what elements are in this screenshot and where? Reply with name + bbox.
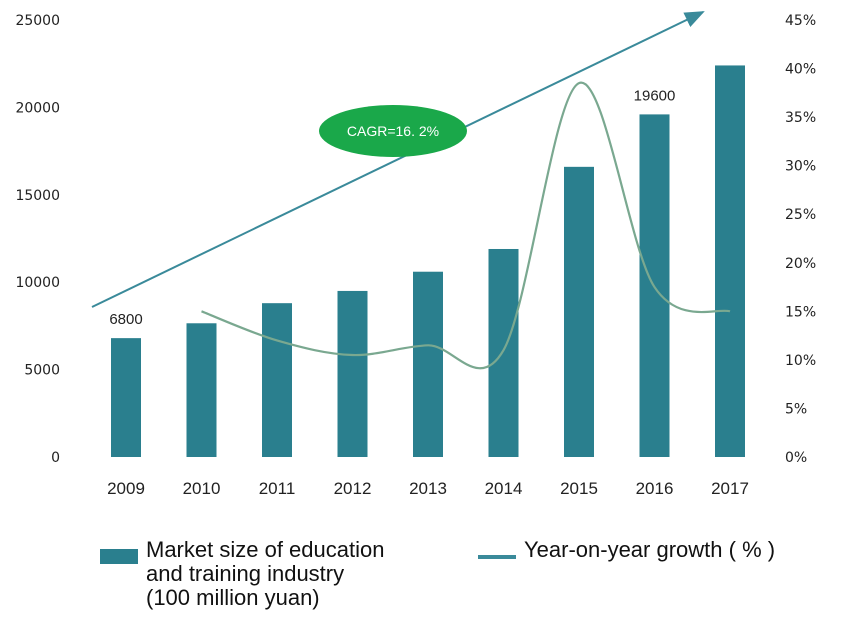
left-tick-label: 20000 [15, 100, 60, 116]
legend-label-line-3: (100 million yuan) [146, 585, 320, 610]
legend-label-line-2: and training industry [146, 561, 345, 586]
bar-2017 [715, 65, 745, 457]
chart: 0 5000 10000 15000 20000 25000 0% 5% 10% 15% 20% 2… [15, 11, 816, 498]
x-tick-label: 2013 [409, 479, 447, 498]
right-tick-label: 45% [785, 13, 816, 29]
legend-label-market-size: Market size of education and training in… [146, 538, 384, 610]
legend-bar-swatch [100, 549, 138, 564]
data-labels: 6800 19600 [109, 87, 675, 328]
left-tick-label: 0 [51, 450, 60, 466]
right-tick-label: 35% [785, 110, 816, 126]
right-tick-label: 30% [785, 159, 816, 175]
cagr-label: CAGR=16. 2% [347, 123, 439, 139]
left-tick-label: 25000 [15, 13, 60, 29]
x-tick-label: 2010 [183, 479, 221, 498]
left-tick-label: 5000 [24, 363, 60, 379]
bar-2013 [413, 271, 443, 457]
bar-2015 [564, 166, 594, 457]
x-tick-label: 2015 [560, 479, 598, 498]
legend-line-swatch [478, 555, 516, 559]
legend-label-line-1: Market size of education [146, 537, 385, 562]
growth-line [201, 81, 731, 370]
left-tick-label: 10000 [15, 275, 60, 291]
x-axis: 2009 2010 2011 2012 2013 2014 2015 2016 2017 [107, 479, 749, 498]
x-tick-label: 2016 [636, 479, 674, 498]
right-tick-label: 40% [785, 62, 816, 78]
right-axis: 0% 5% 10% 15% 20% 25% 30% 35% 40% 45% [785, 13, 816, 466]
bar-2012 [337, 290, 368, 457]
legend-label-growth: Year-on-year growth ( % ) [524, 537, 776, 562]
data-label-2016: 19600 [634, 87, 676, 104]
cagr-annotation: CAGR=16. 2% [319, 105, 467, 157]
right-tick-label: 10% [785, 353, 816, 369]
x-tick-label: 2011 [259, 479, 296, 498]
legend-item-market-size: Market size of education and training in… [100, 538, 384, 610]
right-tick-label: 5% [785, 401, 807, 417]
data-label-2009: 6800 [109, 311, 142, 328]
legend-item-growth: Year-on-year growth ( % ) [478, 538, 775, 562]
left-tick-label: 15000 [15, 188, 60, 204]
x-tick-label: 2014 [485, 479, 523, 498]
bar-2011 [262, 303, 292, 457]
cagr-ellipse [319, 105, 467, 157]
bar-2014 [488, 248, 519, 457]
bar-2009 [111, 338, 141, 457]
bar-2010 [186, 323, 217, 457]
x-tick-label: 2012 [334, 479, 372, 498]
right-tick-label: 20% [785, 256, 816, 272]
right-tick-label: 0% [785, 450, 807, 466]
right-tick-label: 25% [785, 207, 816, 223]
x-tick-label: 2009 [107, 479, 145, 498]
bar-series [111, 65, 745, 457]
left-axis: 0 5000 10000 15000 20000 25000 [15, 13, 60, 466]
x-tick-label: 2017 [711, 479, 749, 498]
legend: Market size of education and training in… [0, 530, 844, 617]
cagr-arrow [91, 11, 705, 308]
right-tick-label: 15% [785, 304, 816, 320]
